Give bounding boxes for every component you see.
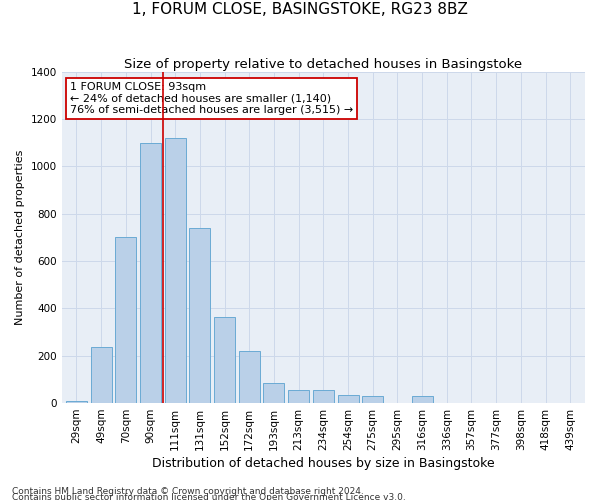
- Bar: [338, 395, 359, 403]
- Bar: [214, 316, 235, 403]
- Title: Size of property relative to detached houses in Basingstoke: Size of property relative to detached ho…: [124, 58, 523, 70]
- Bar: [140, 142, 161, 403]
- Text: 1 FORUM CLOSE: 93sqm
← 24% of detached houses are smaller (1,140)
76% of semi-de: 1 FORUM CLOSE: 93sqm ← 24% of detached h…: [70, 82, 353, 115]
- Y-axis label: Number of detached properties: Number of detached properties: [15, 150, 25, 325]
- Text: Contains HM Land Registry data © Crown copyright and database right 2024.: Contains HM Land Registry data © Crown c…: [12, 487, 364, 496]
- Bar: [412, 396, 433, 403]
- Bar: [115, 238, 136, 403]
- Bar: [263, 383, 284, 403]
- Text: 1, FORUM CLOSE, BASINGSTOKE, RG23 8BZ: 1, FORUM CLOSE, BASINGSTOKE, RG23 8BZ: [132, 2, 468, 18]
- Bar: [165, 138, 186, 403]
- Bar: [288, 390, 309, 403]
- Bar: [362, 396, 383, 403]
- Bar: [190, 228, 211, 403]
- Bar: [91, 348, 112, 403]
- Bar: [313, 390, 334, 403]
- Text: Contains public sector information licensed under the Open Government Licence v3: Contains public sector information licen…: [12, 492, 406, 500]
- Bar: [66, 400, 87, 403]
- X-axis label: Distribution of detached houses by size in Basingstoke: Distribution of detached houses by size …: [152, 457, 494, 470]
- Bar: [239, 351, 260, 403]
